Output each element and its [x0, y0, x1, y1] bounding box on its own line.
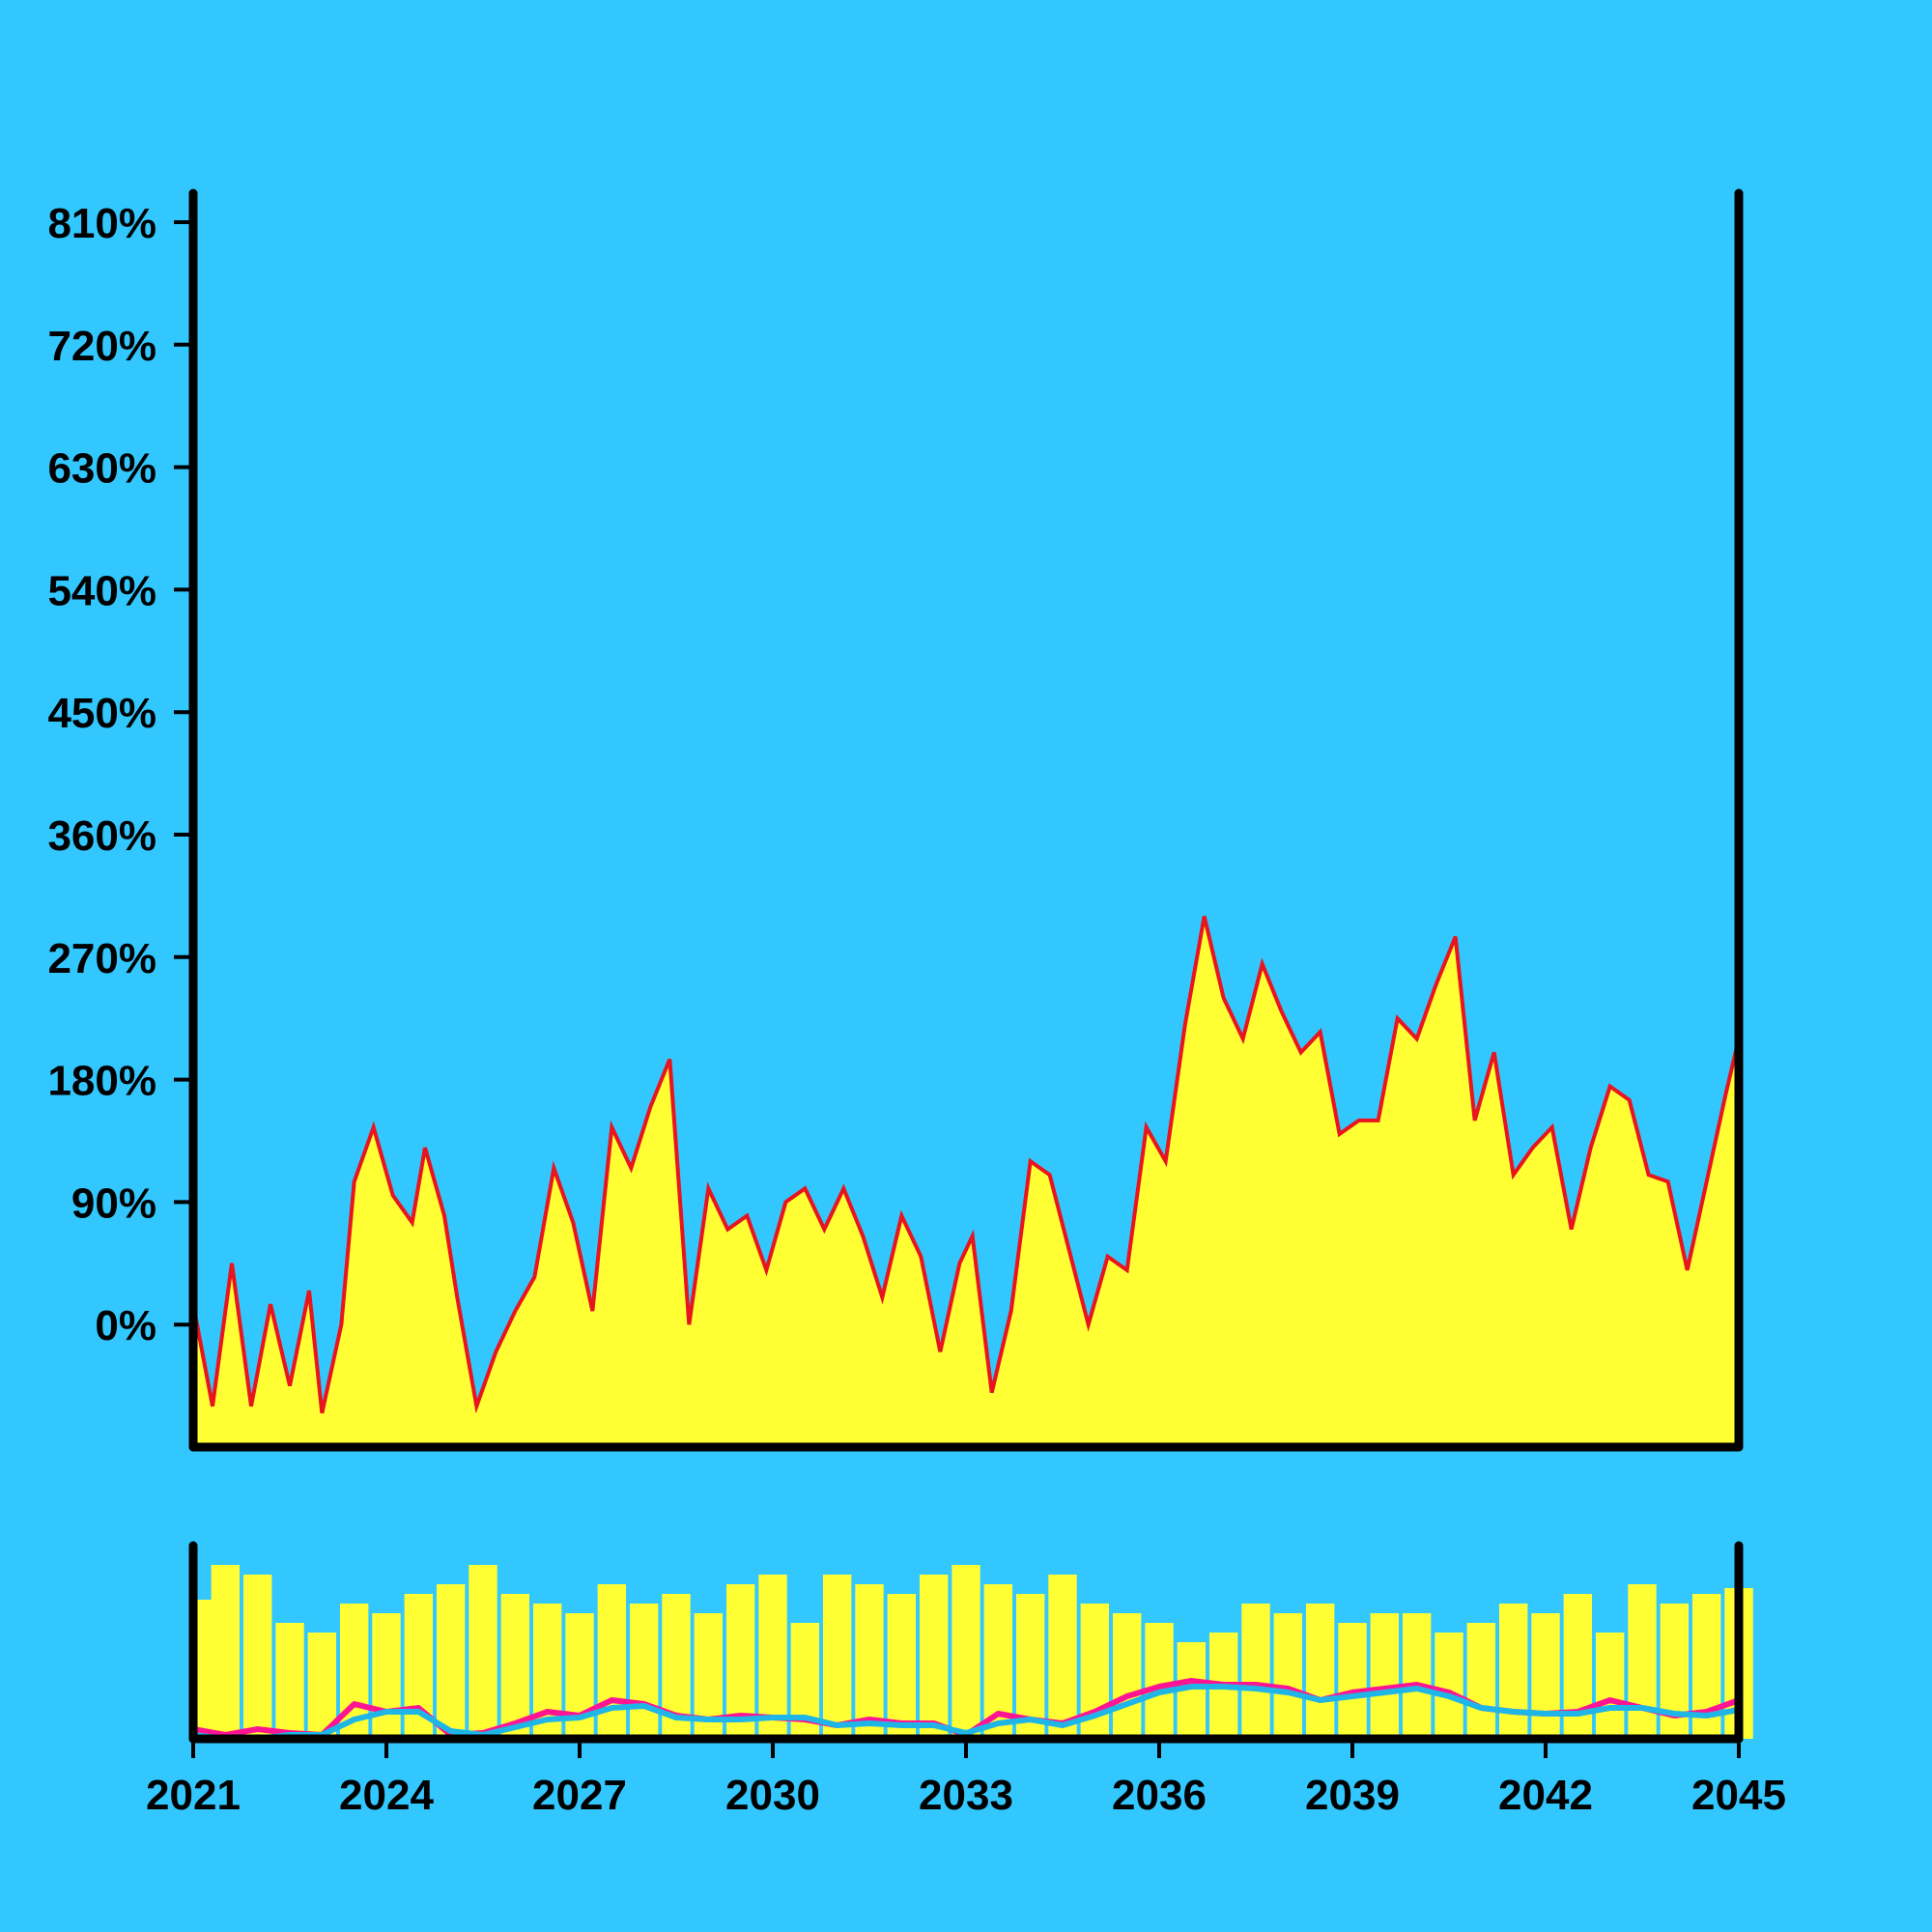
volume-bar	[307, 1633, 337, 1739]
y-tick-label: 270%	[47, 935, 156, 982]
volume-bar	[1563, 1594, 1593, 1739]
volume-bar	[275, 1623, 304, 1739]
volume-bar	[887, 1594, 917, 1739]
volume-bar	[1435, 1633, 1463, 1739]
volume-bar	[1531, 1613, 1560, 1739]
volume-bar	[1305, 1604, 1335, 1739]
volume-bar	[1241, 1604, 1270, 1739]
price-line-layer	[191, 916, 1741, 1414]
volume-bar	[629, 1604, 659, 1739]
x-tick-label: 2042	[1498, 1772, 1593, 1819]
price-area-layer	[193, 916, 1739, 1447]
price-line	[191, 916, 1741, 1414]
y-axis-ticks: 0% 90% 180% 270% 360% 450% 540% 630% 720% 810%	[47, 200, 193, 1350]
volume-bar	[1048, 1575, 1077, 1739]
x-tick-label: 2039	[1305, 1772, 1400, 1819]
y-tick-label: 720%	[47, 323, 156, 370]
x-tick-label: 2045	[1691, 1772, 1786, 1819]
volume-bar	[469, 1565, 497, 1739]
volume-bar	[1466, 1623, 1496, 1739]
x-tick-label: 2030	[725, 1772, 820, 1819]
y-tick-label: 810%	[47, 200, 156, 247]
volume-bar	[436, 1584, 466, 1739]
volume-bar	[1273, 1613, 1303, 1739]
volume-bar	[1628, 1584, 1657, 1739]
volume-bar	[1498, 1604, 1528, 1739]
volume-bar	[1338, 1623, 1367, 1739]
volume-bar	[597, 1584, 627, 1739]
x-tick-label: 2027	[532, 1772, 627, 1819]
volume-bar	[1112, 1613, 1142, 1739]
x-tick-label: 2036	[1112, 1772, 1207, 1819]
volume-bar	[1015, 1594, 1045, 1739]
x-tick-label: 2021	[146, 1772, 241, 1819]
volume-bar	[758, 1575, 787, 1739]
volume-bar	[1402, 1613, 1432, 1739]
volume-bar	[855, 1584, 884, 1739]
volume-panel: 2021 2024 2027 2030 2033 2036 2039 2042 2045	[146, 1541, 1786, 1819]
y-tick-label: 540%	[47, 567, 156, 614]
volume-bar	[1370, 1613, 1400, 1739]
volume-bar	[1145, 1623, 1174, 1739]
y-tick-label: 450%	[47, 690, 156, 737]
y-tick-label: 360%	[47, 812, 156, 860]
volume-bar	[500, 1594, 530, 1739]
volume-bar	[372, 1613, 401, 1739]
volume-bar	[1595, 1633, 1625, 1739]
volume-bar	[952, 1565, 980, 1739]
y-tick-label: 630%	[47, 445, 156, 493]
y-tick-label: 90%	[71, 1179, 156, 1227]
x-axis-ticks: 2021 2024 2027 2030 2033 2036 2039 2042 2045	[146, 1739, 1786, 1819]
x-tick-label: 2033	[919, 1772, 1013, 1819]
y-tick-label: 0%	[95, 1302, 156, 1350]
volume-bar	[822, 1575, 852, 1739]
volume-bar	[242, 1575, 272, 1739]
volume-bar	[919, 1575, 949, 1739]
price-panel: 0% 90% 180% 270% 360% 450% 540% 630% 720% 810%	[47, 188, 1744, 1452]
moving-average-slow	[192, 1684, 1740, 1742]
price-area	[193, 916, 1739, 1447]
x-tick-label: 2024	[339, 1772, 434, 1819]
volume-bar	[211, 1565, 241, 1739]
y-tick-label: 180%	[47, 1058, 156, 1105]
price-axes	[188, 188, 1744, 1452]
